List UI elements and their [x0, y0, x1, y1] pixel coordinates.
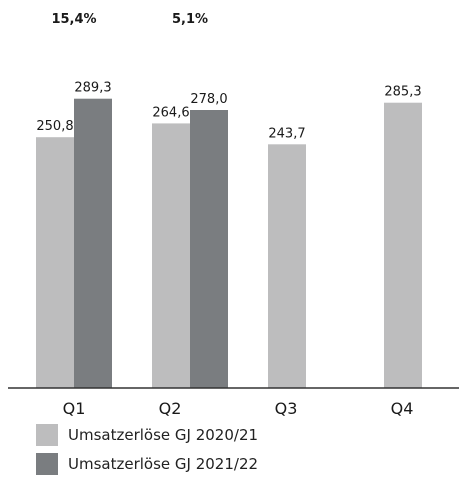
x-tick-label-q3: Q3 [275, 399, 298, 418]
bar-q1-series-2 [74, 98, 112, 388]
bar-q1-series-1 [36, 137, 74, 388]
data-label-q2-series-1: 264,6 [152, 105, 189, 120]
growth-label-q1: 15,4% [51, 12, 96, 27]
data-label-q2-series-2: 278,0 [190, 92, 227, 107]
bar-q4-series-1 [384, 102, 422, 388]
legend-label-2021-22: Umsatzerlöse GJ 2021/22 [68, 455, 259, 473]
x-tick-label-q4: Q4 [391, 399, 414, 418]
bar-q2-series-1 [152, 123, 190, 389]
x-tick-label-q1: Q1 [63, 399, 86, 418]
data-label-q1-series-1: 250,8 [36, 119, 73, 134]
legend-item-2021-22: Umsatzerlöse GJ 2021/22 [36, 453, 258, 475]
x-tick-label-q2: Q2 [159, 399, 182, 418]
legend-item-2020-21: Umsatzerlöse GJ 2020/21 [36, 424, 258, 446]
bar-q3-series-1 [268, 144, 306, 388]
legend: Umsatzerlöse GJ 2020/21 Umsatzerlöse GJ … [36, 424, 258, 482]
legend-label-2020-21: Umsatzerlöse GJ 2020/21 [68, 426, 259, 444]
bar-q2-series-2 [190, 110, 228, 388]
legend-swatch-2020-21 [36, 424, 58, 446]
growth-label-q2: 5,1% [172, 12, 208, 27]
legend-swatch-2021-22 [36, 453, 58, 475]
data-label-q4-series-1: 285,3 [384, 85, 421, 100]
data-label-q3-series-1: 243,7 [268, 126, 305, 141]
data-label-q1-series-2: 289,3 [74, 81, 111, 96]
